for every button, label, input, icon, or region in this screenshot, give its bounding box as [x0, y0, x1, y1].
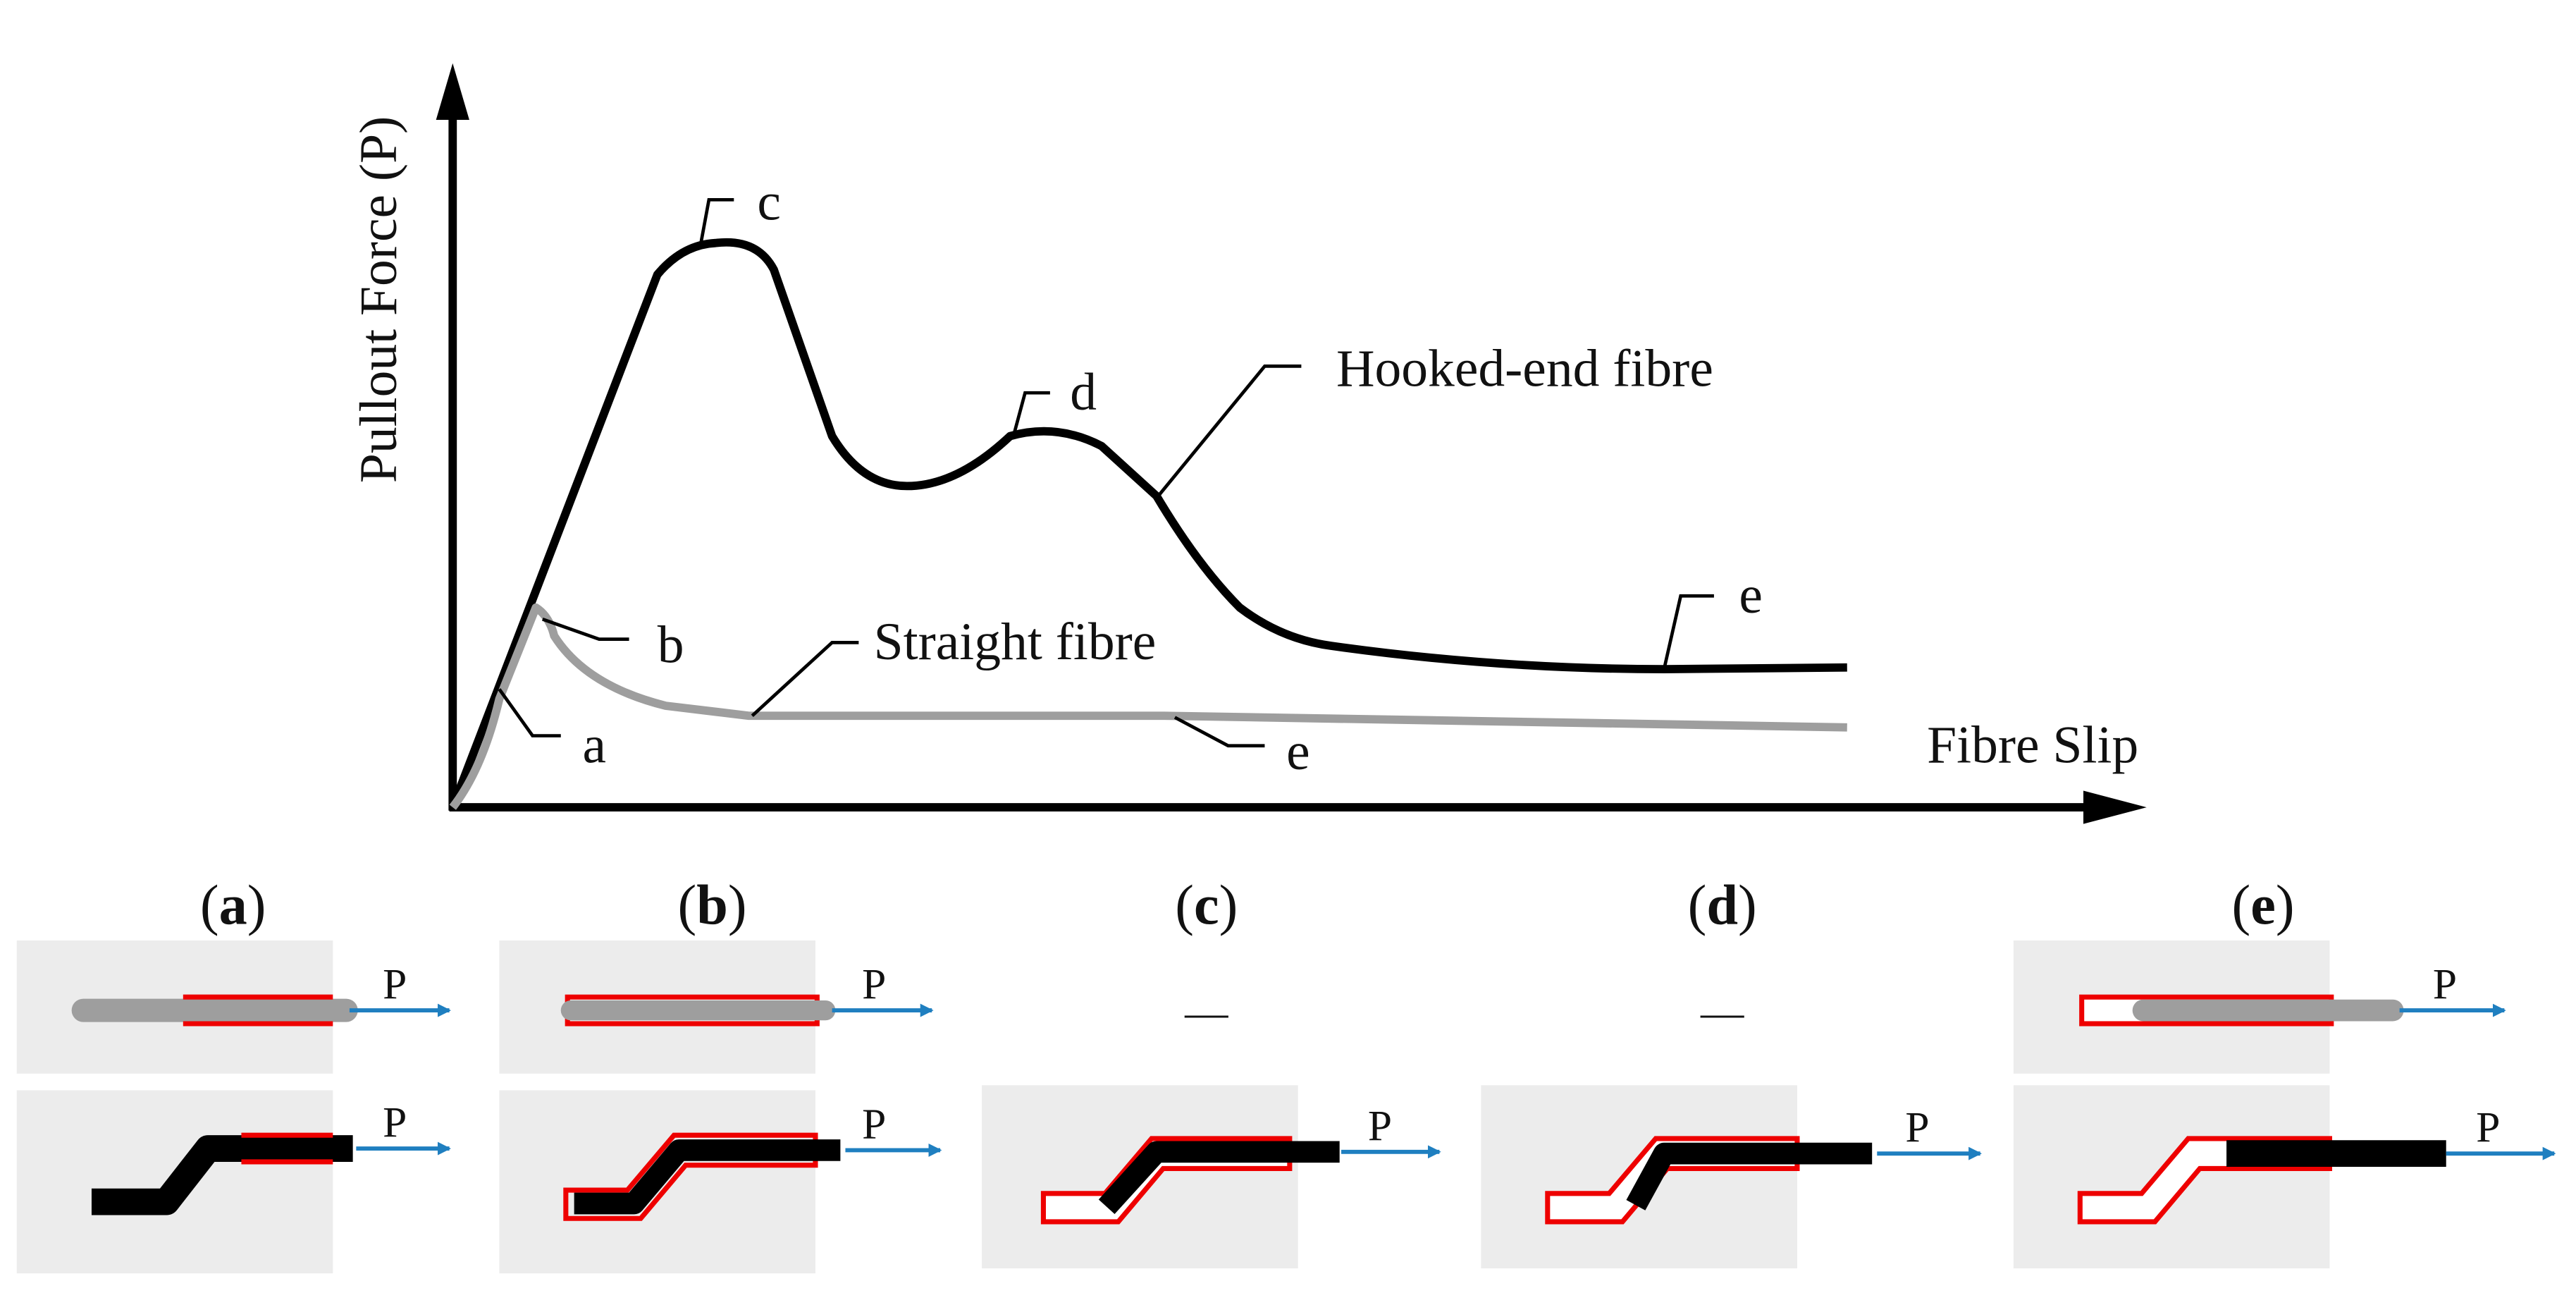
force-label: P — [383, 1099, 407, 1147]
straight-row — [16, 940, 2506, 1074]
force-label: P — [2476, 1104, 2500, 1152]
hooked-curve — [448, 238, 1847, 809]
panel-label: (b) — [678, 874, 747, 936]
leaders — [498, 197, 1714, 748]
straight-curve — [449, 603, 1847, 810]
panel-label: (a) — [200, 874, 266, 936]
x-axis-label: Fibre Slip — [1927, 716, 2138, 774]
point-label: d — [1070, 363, 1097, 422]
force-label: P — [1368, 1102, 1392, 1150]
point-label: e — [1739, 566, 1763, 625]
not-applicable: — — [1184, 989, 1228, 1037]
y-axis-label: Pullout Force (P) — [350, 116, 408, 483]
panel-label: (d) — [1688, 874, 1757, 936]
not-applicable: — — [1700, 989, 1744, 1037]
point-label: c — [757, 173, 781, 232]
panel-labels: (a) (b) (c) (d) (e) — [200, 874, 2295, 936]
curve-label: Hooked-end fibre — [1336, 340, 1713, 398]
force-label: P — [862, 961, 886, 1009]
point-label: b — [658, 616, 684, 675]
force-label: P — [383, 961, 407, 1009]
force-label: P — [862, 1101, 886, 1148]
axes — [436, 63, 2147, 824]
curve-label: Straight fibre — [874, 613, 1157, 671]
panel-label: (c) — [1175, 874, 1238, 936]
point-label: e — [1286, 723, 1310, 781]
point-label: a — [582, 716, 606, 774]
force-label: P — [2433, 961, 2457, 1009]
force-label: P — [1905, 1104, 1929, 1152]
hooked-row — [16, 1085, 2556, 1274]
panel-label: (e) — [2231, 874, 2294, 936]
